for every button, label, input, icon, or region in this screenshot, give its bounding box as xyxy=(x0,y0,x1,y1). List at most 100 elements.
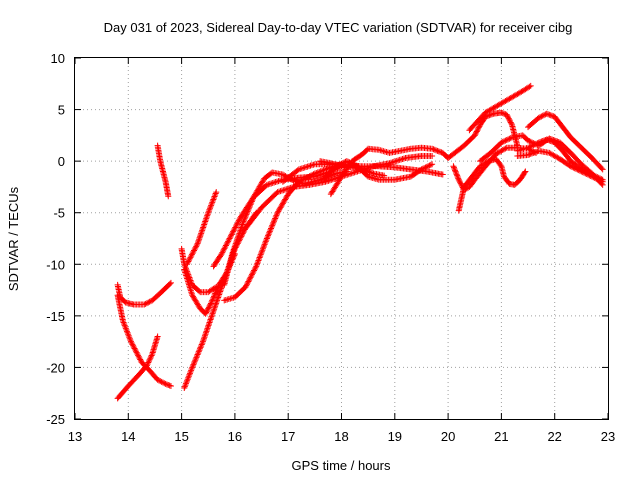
data-point xyxy=(439,171,446,178)
data-point xyxy=(241,227,248,234)
data-point xyxy=(248,271,255,278)
data-point xyxy=(579,169,586,176)
data-point xyxy=(208,313,215,320)
y-tick-label: -20 xyxy=(46,360,65,375)
data-point xyxy=(203,309,210,316)
data-point xyxy=(228,231,235,238)
data-point xyxy=(229,250,236,257)
data-point xyxy=(207,316,214,323)
data-point xyxy=(546,111,553,118)
data-point xyxy=(253,263,260,270)
data-point xyxy=(203,308,210,315)
y-tick-label: 0 xyxy=(58,154,65,169)
data-point xyxy=(306,173,313,180)
data-point xyxy=(475,125,482,132)
data-point xyxy=(578,168,585,175)
data-point xyxy=(268,225,275,232)
data-point xyxy=(210,307,217,314)
data-point xyxy=(215,294,222,301)
data-point xyxy=(429,152,436,159)
data-point xyxy=(202,329,209,336)
data-point xyxy=(270,219,277,226)
data-point xyxy=(209,312,216,319)
data-point xyxy=(314,169,321,176)
data-point xyxy=(526,138,533,145)
data-point xyxy=(189,362,196,369)
data-point xyxy=(227,234,234,241)
data-point xyxy=(195,237,202,244)
data-point xyxy=(154,376,161,383)
data-point xyxy=(365,168,372,175)
data-point xyxy=(499,110,506,117)
data-point xyxy=(525,144,532,151)
data-point xyxy=(146,356,153,363)
data-point xyxy=(246,277,253,284)
data-point xyxy=(264,234,271,241)
data-point xyxy=(474,127,481,134)
data-point xyxy=(192,355,199,362)
data-point xyxy=(526,83,533,90)
data-point xyxy=(487,111,494,118)
data-point xyxy=(525,137,532,144)
data-point xyxy=(423,163,430,170)
data-point xyxy=(249,195,256,202)
data-point xyxy=(204,306,211,313)
data-point xyxy=(248,198,255,205)
data-point xyxy=(157,378,164,385)
data-point xyxy=(136,355,143,362)
data-point xyxy=(202,218,209,225)
data-point xyxy=(529,150,536,157)
data-point xyxy=(533,140,540,147)
data-point xyxy=(202,217,209,224)
y-tick-label: -15 xyxy=(46,309,65,324)
data-point xyxy=(193,242,200,249)
data-point xyxy=(131,345,138,352)
data-point xyxy=(313,169,320,176)
data-point xyxy=(272,215,279,222)
data-point xyxy=(427,161,434,168)
data-point xyxy=(238,222,245,229)
x-tick-label: 21 xyxy=(494,429,508,444)
data-point xyxy=(498,109,505,116)
data-point xyxy=(505,136,512,143)
data-point xyxy=(270,218,277,225)
data-point xyxy=(214,295,221,302)
data-point xyxy=(222,242,229,249)
data-point xyxy=(242,283,249,290)
data-point xyxy=(183,261,190,268)
data-point xyxy=(429,145,436,152)
data-point xyxy=(251,267,258,274)
data-point xyxy=(223,241,230,248)
data-point xyxy=(185,258,192,265)
data-point xyxy=(127,337,134,344)
data-point xyxy=(147,355,154,362)
data-point xyxy=(543,136,550,143)
data-point xyxy=(265,232,272,239)
data-point xyxy=(212,289,219,296)
data-point xyxy=(206,303,213,310)
data-point xyxy=(132,346,139,353)
x-tick-label: 20 xyxy=(441,429,455,444)
data-point xyxy=(508,120,515,127)
data-point xyxy=(245,278,252,285)
data-point xyxy=(262,239,269,246)
data-point xyxy=(235,231,242,238)
data-point xyxy=(130,342,137,349)
data-point xyxy=(582,170,589,177)
data-point xyxy=(538,138,545,145)
data-point xyxy=(239,221,246,228)
data-point xyxy=(595,176,602,183)
data-point xyxy=(195,239,202,246)
data-point xyxy=(216,291,223,298)
data-point xyxy=(262,238,269,245)
y-axis-ticks: 10 5 0 -5 -10 -15 -20 -25 xyxy=(46,51,608,427)
data-point xyxy=(206,319,213,326)
data-point xyxy=(421,165,428,172)
data-point xyxy=(236,230,243,237)
data-point xyxy=(269,222,276,229)
data-point xyxy=(126,335,133,342)
data-point xyxy=(234,220,241,227)
data-point xyxy=(181,383,188,390)
data-point xyxy=(249,270,256,277)
data-point xyxy=(247,274,254,281)
